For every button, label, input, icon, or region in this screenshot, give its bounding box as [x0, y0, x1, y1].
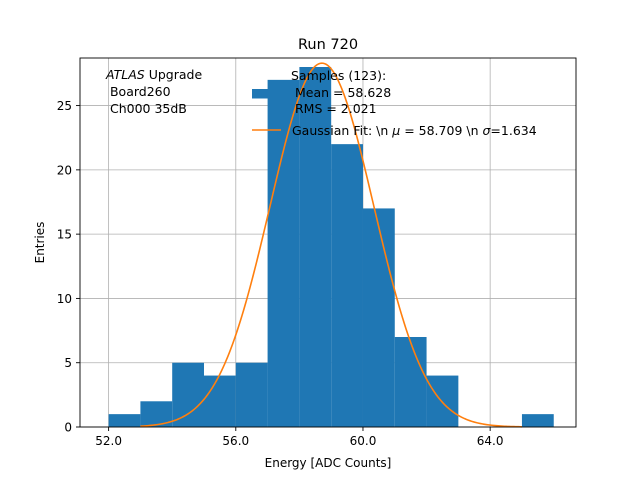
- histogram-bar: [362, 208, 395, 427]
- annotation-line-2: Board260: [106, 84, 171, 99]
- legend-fit-label: Gaussian Fit: \n μ = 58.709 \n σ=1.634: [292, 123, 537, 138]
- annotation-line-1: ATLAS Upgrade: [105, 67, 202, 82]
- histogram-bar: [204, 375, 236, 427]
- annotation-box: ATLAS Upgrade Board260 Ch000 35dB: [105, 67, 202, 116]
- x-tick-label: 52.0: [95, 434, 122, 448]
- annotation-atlas: ATLAS: [105, 67, 145, 82]
- y-tick-label: 0: [64, 421, 72, 435]
- legend: Samples (123): Mean = 58.628 RMS = 2.021…: [252, 68, 537, 138]
- y-tick-label: 15: [57, 228, 72, 242]
- y-tick-label: 5: [64, 356, 72, 370]
- chart-title: Run 720: [298, 37, 358, 53]
- annotation-line-3: Ch000 35dB: [106, 101, 187, 116]
- legend-fit-text-c: =1.634: [490, 123, 536, 138]
- histogram-bar: [394, 337, 427, 427]
- legend-fit-text-a: Gaussian Fit: \n: [292, 123, 392, 138]
- y-axis-label: Entries: [33, 222, 47, 264]
- legend-fit-sigma: σ: [482, 123, 491, 138]
- gaussian-fit-curve: [140, 62, 522, 428]
- legend-hist-line-2: Mean = 58.628: [291, 85, 391, 100]
- x-tick-label: 60.0: [350, 434, 377, 448]
- y-tick-label: 20: [57, 163, 72, 177]
- histogram-bar: [331, 144, 363, 427]
- plot-frame: [79, 57, 577, 428]
- legend-fit-mu: μ: [391, 123, 400, 138]
- annotation-upgrade: Upgrade: [145, 67, 203, 82]
- legend-fit-text-b: = 58.709 \n: [400, 123, 482, 138]
- legend-hist-line-1: Samples (123):: [291, 68, 386, 83]
- histogram-bars: [108, 67, 554, 427]
- legend-hist-swatch: [252, 89, 280, 99]
- histogram-bar: [299, 67, 332, 427]
- histogram-bar: [267, 79, 300, 427]
- x-axis-ticks: 52.0 56.0 60.0 64.0: [95, 427, 504, 448]
- x-axis-label: Energy [ADC Counts]: [265, 456, 392, 470]
- y-tick-label: 10: [57, 292, 72, 306]
- y-tick-label: 25: [57, 99, 72, 113]
- gaussian-fit-layer: [140, 62, 522, 428]
- histogram-bar: [108, 414, 141, 427]
- histogram-bar: [172, 362, 204, 427]
- y-axis-ticks: 0 5 10 15 20 25: [57, 99, 80, 435]
- x-tick-label: 64.0: [477, 434, 504, 448]
- histogram-bar: [521, 414, 554, 427]
- x-tick-label: 56.0: [222, 434, 249, 448]
- legend-hist-line-3: RMS = 2.021: [291, 101, 377, 116]
- histogram-bar: [235, 362, 268, 427]
